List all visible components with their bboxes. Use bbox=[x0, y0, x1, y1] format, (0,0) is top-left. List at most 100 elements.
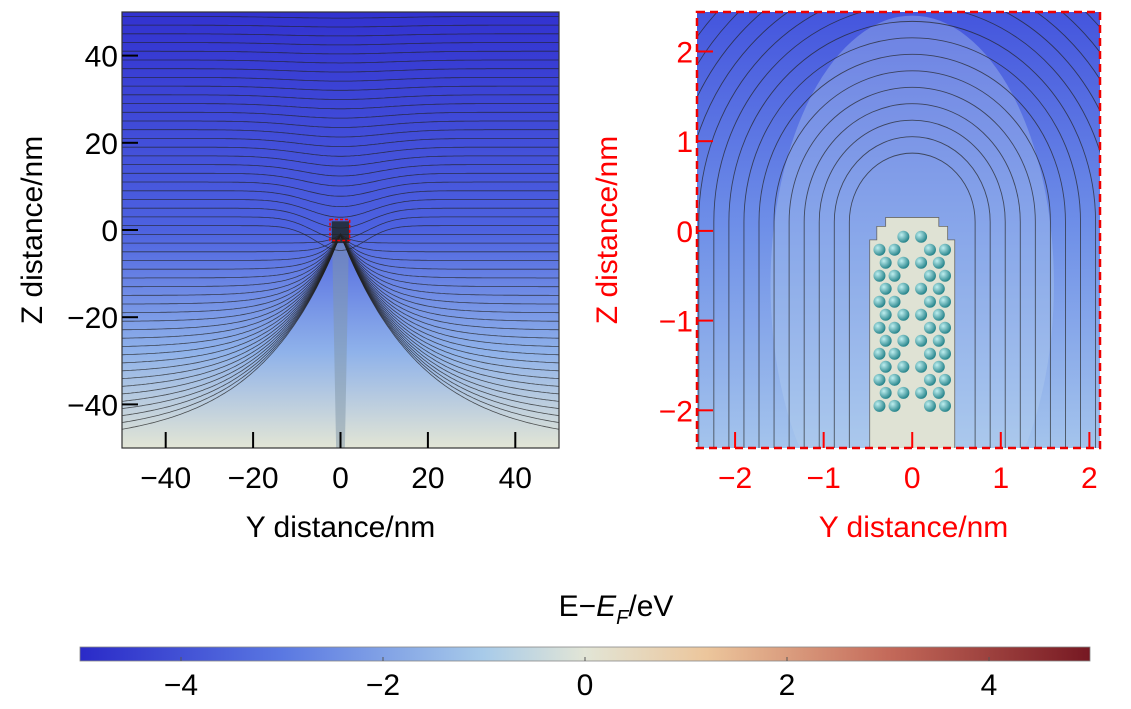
contour-line bbox=[848, 152, 976, 448]
x-tick-label: 0 bbox=[904, 462, 921, 495]
atom bbox=[939, 295, 951, 308]
colorbar-tick-label: 0 bbox=[577, 669, 594, 702]
contour-line bbox=[122, 15, 559, 19]
contour-line bbox=[788, 87, 1036, 448]
atom bbox=[923, 269, 936, 282]
atom bbox=[873, 373, 886, 386]
atom bbox=[888, 243, 901, 256]
tip bbox=[331, 221, 350, 244]
atom bbox=[897, 308, 910, 321]
atom bbox=[923, 373, 936, 386]
contour-line bbox=[122, 24, 559, 28]
contour-line bbox=[122, 68, 559, 73]
contour-line bbox=[122, 59, 559, 64]
x-tick-label: 0 bbox=[332, 462, 349, 495]
atom bbox=[939, 321, 951, 334]
atom bbox=[879, 282, 892, 295]
x-tick-label: −40 bbox=[140, 462, 191, 495]
y-tick-label: 0 bbox=[101, 215, 118, 248]
atom bbox=[915, 308, 928, 321]
x-tick-label: 2 bbox=[1081, 462, 1098, 495]
atom bbox=[873, 399, 886, 412]
atom bbox=[888, 295, 901, 308]
y-tick-label: −20 bbox=[67, 302, 118, 335]
atom bbox=[873, 321, 886, 334]
atom bbox=[897, 360, 910, 373]
contour-line bbox=[122, 120, 559, 128]
atom bbox=[932, 360, 945, 373]
atom bbox=[873, 295, 886, 308]
atom bbox=[879, 256, 892, 269]
contour-line bbox=[773, 70, 1051, 448]
contour-line bbox=[122, 172, 559, 187]
contour-line bbox=[803, 103, 1021, 448]
atom bbox=[939, 399, 951, 412]
colorbar-tick-label: −4 bbox=[164, 669, 198, 702]
contour-line bbox=[698, 12, 1100, 448]
atom bbox=[888, 347, 901, 360]
contour-line bbox=[713, 12, 1100, 448]
atom bbox=[932, 256, 945, 269]
atom bbox=[888, 321, 901, 334]
atom bbox=[915, 334, 928, 347]
contour-line bbox=[122, 94, 559, 100]
x-tick-label: −20 bbox=[228, 462, 279, 495]
atom bbox=[897, 334, 910, 347]
atom bbox=[932, 334, 945, 347]
contour-line bbox=[122, 146, 559, 157]
atom bbox=[939, 373, 951, 386]
zoom-box bbox=[329, 218, 351, 242]
y-tick-label: −1 bbox=[659, 306, 693, 339]
atom bbox=[923, 243, 936, 256]
contour-line bbox=[122, 77, 559, 82]
atom bbox=[915, 386, 928, 399]
atom bbox=[915, 360, 928, 373]
x-tick-label: 40 bbox=[499, 462, 532, 495]
colorbar-tick-label: −2 bbox=[366, 669, 400, 702]
contour-line bbox=[122, 181, 559, 197]
contour-line bbox=[122, 216, 559, 240]
atom bbox=[932, 386, 945, 399]
contour-line bbox=[122, 138, 559, 147]
atom bbox=[923, 321, 936, 334]
y-tick-label: −2 bbox=[659, 395, 693, 428]
contour-line bbox=[122, 129, 559, 138]
atom bbox=[932, 308, 945, 321]
contour-line bbox=[122, 50, 559, 55]
atom bbox=[939, 269, 951, 282]
contour-line bbox=[122, 190, 559, 207]
plot-area bbox=[122, 12, 559, 448]
atom bbox=[939, 243, 951, 256]
contour-line bbox=[122, 85, 559, 91]
y-tick-label: 20 bbox=[85, 128, 118, 161]
atom bbox=[897, 230, 910, 243]
atom bbox=[873, 347, 886, 360]
atom bbox=[923, 347, 936, 360]
x-tick-label: 20 bbox=[411, 462, 444, 495]
atom bbox=[897, 386, 910, 399]
atom bbox=[879, 308, 892, 321]
contour-line bbox=[122, 155, 559, 167]
atom bbox=[888, 269, 901, 282]
contour-line bbox=[818, 119, 1006, 448]
atom bbox=[923, 399, 936, 412]
y-tick-label: 40 bbox=[85, 41, 118, 74]
plot-area bbox=[697, 12, 1100, 448]
y-tick-label: 0 bbox=[676, 216, 693, 249]
atom bbox=[873, 269, 886, 282]
y-axis-label: Z distance/nm bbox=[16, 136, 49, 324]
x-axis-label: Y distance/nm bbox=[819, 511, 1009, 544]
atom bbox=[915, 282, 928, 295]
atom bbox=[939, 347, 951, 360]
colorbar-title: E−EF/eV bbox=[559, 590, 674, 629]
x-tick-label: −2 bbox=[718, 462, 752, 495]
atom bbox=[879, 386, 892, 399]
atom bbox=[888, 399, 901, 412]
atom bbox=[879, 334, 892, 347]
atom bbox=[873, 243, 886, 256]
atom bbox=[932, 282, 945, 295]
atom bbox=[879, 360, 892, 373]
contour-line bbox=[122, 207, 559, 229]
tip-shadow bbox=[331, 221, 350, 448]
y-tick-label: 2 bbox=[676, 36, 693, 69]
